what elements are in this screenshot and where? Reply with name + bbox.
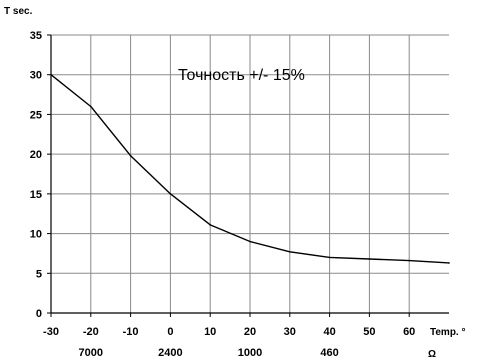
y-tick-label: 15 [30,189,42,201]
resistance-tick-label: 2400 [158,347,182,359]
data-point [368,258,371,260]
series-group [50,73,450,264]
data-point [249,240,251,243]
y-tick-label: 25 [30,109,42,121]
x-tick-label: 40 [323,326,335,338]
resistance-tick-label: 1000 [238,347,262,359]
y-tick-label: 10 [30,229,42,241]
x-tick-label: 20 [244,326,256,338]
data-point [50,73,52,76]
y-tick-label: 35 [30,30,42,42]
accuracy-annotation: Точность +/- 15% [178,67,305,84]
data-point [289,251,291,253]
data-point [209,224,211,226]
y-tick-label: 5 [36,268,42,280]
data-point [448,262,450,264]
data-point [90,105,92,108]
x-tick-label: 60 [403,326,415,338]
data-point [169,193,172,195]
x-tick-label: 30 [284,326,296,338]
resistance-tick-label: 460 [320,347,338,359]
y-tick-label: 30 [30,70,42,82]
y-tick-label: 0 [36,308,42,320]
data-point [129,154,132,157]
x-tick-label: 50 [363,326,375,338]
y-axis-label: T sec. [4,6,33,17]
data-point [328,256,331,259]
x-tick-label: 10 [204,326,216,338]
x-tick-label: -10 [123,326,139,338]
resistance-tick-label: 7000 [79,347,103,359]
x-tick-label: 0 [167,326,173,338]
data-point [408,259,411,262]
x-tick-label: -30 [43,326,59,338]
x-tick-label: -20 [83,326,99,338]
resistance-axis-label: Ω [428,349,436,360]
y-tick-label: 20 [30,149,42,161]
x-axis-label: Temp. ° [430,327,465,338]
grid [51,34,449,313]
tick-labels: 0 5 10 15 20 25 30 35 -30 -20 -10 0 10 20 30 40 50 60 7000… [30,30,416,359]
axes [47,34,449,317]
